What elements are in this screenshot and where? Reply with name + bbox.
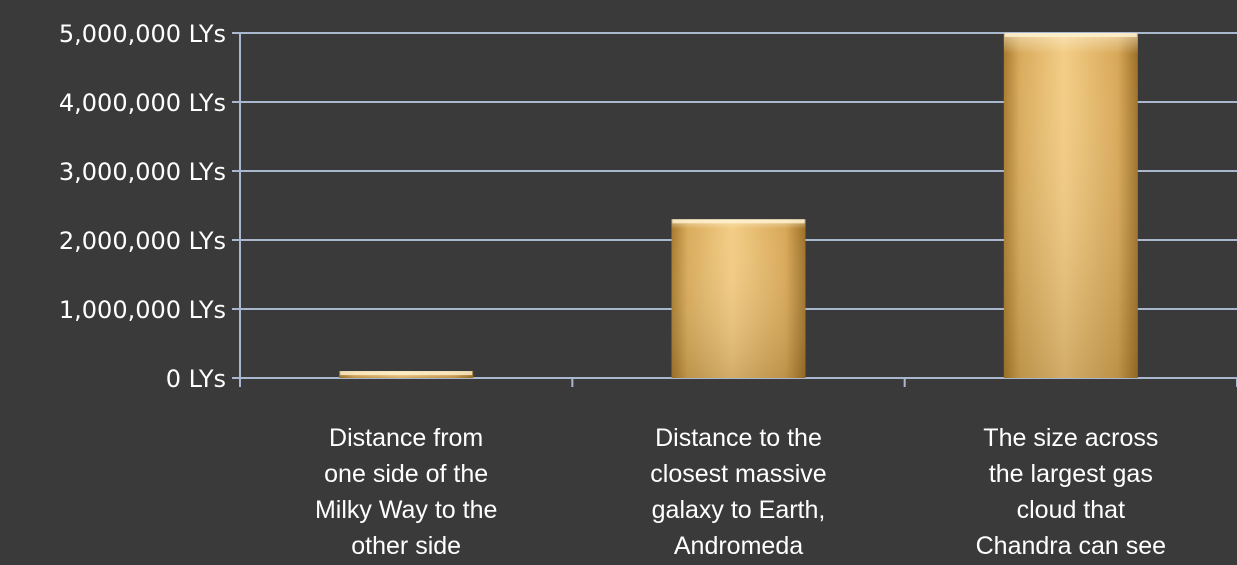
y-tick-label: 2,000,000 LYs bbox=[59, 227, 226, 255]
bar-highlight bbox=[1004, 33, 1137, 37]
x-category-label-line: Chandra can see bbox=[976, 532, 1166, 560]
bars bbox=[339, 33, 1138, 378]
bar-shading bbox=[671, 219, 806, 378]
y-tick-label: 0 LYs bbox=[166, 365, 226, 393]
x-category-label-line: one side of the bbox=[324, 460, 488, 488]
x-category-labels: Distance from one side of the Milky Way to… bbox=[315, 424, 1166, 560]
bar-highlight bbox=[672, 219, 805, 224]
x-category-label-line: other side bbox=[351, 532, 461, 560]
x-category-label-line: The size across bbox=[983, 424, 1158, 452]
bar-shading bbox=[1003, 33, 1138, 378]
x-category-label-line: cloud that bbox=[1017, 496, 1125, 524]
y-tick-label: 4,000,000 LYs bbox=[59, 89, 226, 117]
x-category-label-line: the largest gas bbox=[989, 460, 1153, 488]
y-tick-label: 5,000,000 LYs bbox=[59, 20, 226, 48]
x-category-label-line: Andromeda bbox=[674, 532, 803, 560]
x-category-label-line: Distance from bbox=[329, 424, 483, 452]
y-tick-label: 1,000,000 LYs bbox=[59, 296, 226, 324]
bar-highlight bbox=[340, 371, 473, 376]
y-tick-labels: 0 LYs 1,000,000 LYs 2,000,000 LYs 3,000,000… bbox=[59, 20, 226, 393]
x-category-label-line: closest massive bbox=[650, 460, 826, 488]
y-tick-label: 3,000,000 LYs bbox=[59, 158, 226, 186]
x-category-label-line: Distance to the bbox=[655, 424, 822, 452]
x-category-label-line: galaxy to Earth, bbox=[652, 496, 826, 524]
x-category-label-line: Milky Way to the bbox=[315, 496, 497, 524]
